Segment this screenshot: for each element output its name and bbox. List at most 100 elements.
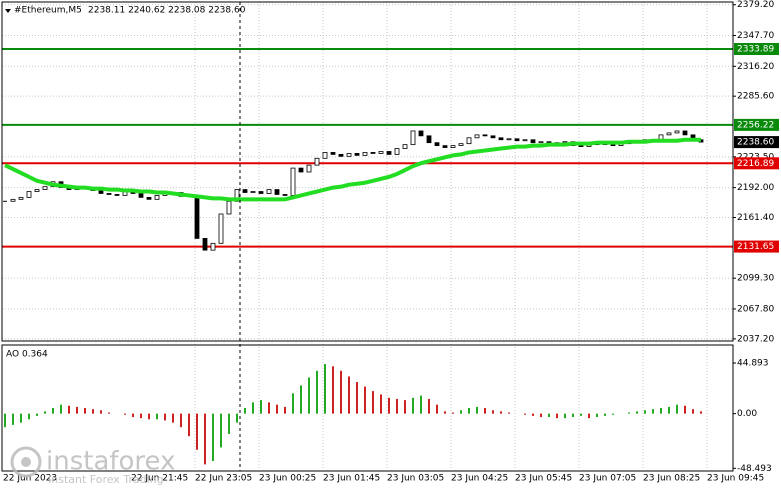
x-tick-label: 23 Jun 01:45 (323, 474, 380, 484)
candle (682, 130, 688, 136)
candle (386, 151, 392, 155)
candle (530, 139, 536, 144)
x-tick-label: 23 Jun 00:25 (259, 474, 316, 484)
current-price-bg (734, 136, 779, 149)
candle (362, 152, 368, 156)
grid (2, 2, 733, 470)
candle (114, 194, 120, 196)
axes: 2379.202347.702316.202285.602223.502192.… (3, 0, 779, 484)
watermark-logo-dot (21, 457, 31, 467)
level-label: 2131.65 (737, 242, 774, 252)
level-label-bg (734, 43, 779, 56)
current-price-label: 2238.60 (737, 138, 774, 148)
candle (522, 139, 528, 142)
x-tick-label: 23 Jun 04:25 (451, 474, 508, 484)
candle (266, 189, 272, 194)
candle (482, 134, 488, 137)
candle (410, 130, 416, 146)
y-tick-label: 2379.20 (737, 0, 774, 10)
moving-average (4, 137, 701, 202)
candle (578, 145, 584, 148)
candle (370, 152, 376, 154)
indicator-label: AO 0.364 (6, 350, 48, 360)
candle (466, 137, 472, 145)
candle (290, 167, 296, 196)
candle (42, 186, 48, 190)
candle (210, 242, 216, 251)
y-tick-label: 2316.20 (737, 62, 774, 72)
y-tick-label: 2067.80 (737, 304, 774, 314)
price-frame (1, 1, 734, 342)
candle (490, 135, 496, 139)
x-tick-label: 23 Jun 03:05 (387, 474, 444, 484)
indicator-tick-label: 44.893 (737, 359, 769, 369)
candle (106, 193, 112, 195)
watermark: instaforex Instant Forex Trading (10, 446, 175, 486)
candle (218, 213, 224, 244)
candle (474, 134, 480, 139)
x-tick-label: 23 Jun 05:45 (515, 474, 572, 484)
chart-title: #Ethereum,M5 (14, 6, 82, 16)
candle (322, 152, 328, 159)
candle (666, 132, 672, 136)
candle (498, 137, 504, 141)
x-tick-label: 22 Jun 23:05 (195, 474, 252, 484)
level-label: 2216.89 (737, 159, 774, 169)
candle (202, 238, 208, 251)
candle (194, 195, 200, 239)
candle (450, 145, 456, 148)
candle (378, 151, 384, 154)
watermark-tagline: Instant Forex Trading (48, 473, 164, 486)
candle (538, 141, 544, 144)
candle (354, 153, 360, 156)
x-tick-label: 22 Jun 21:45 (131, 474, 188, 484)
quote: 2238.11 2240.62 2238.08 2238.60 (88, 6, 246, 16)
candle (282, 194, 288, 196)
y-tick-label: 2161.40 (737, 213, 774, 223)
level-label-bg (734, 118, 779, 131)
candle (18, 196, 24, 200)
candle (298, 167, 304, 173)
x-tick-label: 23 Jun 07:05 (579, 474, 636, 484)
candle (98, 190, 104, 194)
candle (146, 196, 152, 200)
candle (138, 193, 144, 198)
candle (434, 142, 440, 147)
candle (346, 153, 352, 157)
indicator-tick-label: 0.00 (737, 409, 757, 419)
y-tick-label: 2192.00 (737, 183, 774, 193)
indicator-frame (1, 344, 734, 472)
candle (258, 191, 264, 194)
y-tick-label: 2347.70 (737, 31, 774, 41)
candle (402, 144, 408, 149)
candle (394, 148, 400, 155)
candle (226, 200, 232, 215)
candle (26, 191, 32, 198)
candle (418, 130, 424, 137)
candle (34, 189, 40, 192)
level-label: 2333.89 (737, 45, 774, 55)
candle (274, 189, 280, 195)
candle (250, 191, 256, 193)
x-tick-label: 23 Jun 09:45 (707, 474, 764, 484)
candle (442, 145, 448, 148)
candle (338, 154, 344, 157)
indicator-panel (4, 364, 702, 465)
candle (154, 195, 160, 200)
candle (314, 157, 320, 166)
title-marker (5, 9, 11, 13)
candle (306, 164, 312, 173)
candle (514, 138, 520, 142)
candle (330, 152, 336, 155)
y-tick-label: 2037.20 (737, 334, 774, 344)
watermark-brand: instaforex (46, 447, 175, 477)
candle (674, 130, 680, 134)
indicator-tick-label: -48.493 (737, 464, 772, 474)
candle (426, 135, 432, 144)
y-tick-label: 2099.30 (737, 274, 774, 284)
x-tick-label: 22 Jun 2023 (3, 474, 57, 484)
candle (458, 143, 464, 147)
candle (10, 198, 16, 202)
